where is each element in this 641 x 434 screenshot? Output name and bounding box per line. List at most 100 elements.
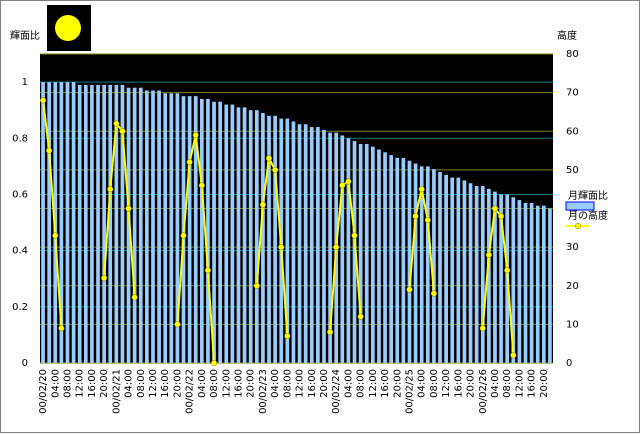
y2-tick-label: 70: [566, 88, 579, 99]
bar: [309, 127, 314, 363]
altitude-marker: [101, 274, 108, 282]
x-tick-label: 16:00: [453, 369, 464, 398]
x-tick-label: 12:00: [221, 369, 232, 398]
altitude-marker: [485, 251, 492, 258]
altitude-line: [255, 155, 289, 337]
altitude-marker: [327, 329, 334, 336]
altitude-marker: [211, 359, 218, 367]
altitude-marker: [180, 232, 187, 239]
x-tick-label: 20:00: [392, 369, 403, 398]
bar: [407, 160, 412, 363]
bar: [108, 84, 113, 364]
bar: [96, 84, 100, 364]
altitude-marker: [58, 325, 65, 332]
bar: [316, 127, 320, 363]
bar: [517, 200, 522, 363]
x-tick-label: 16:00: [307, 369, 318, 398]
bar: [291, 121, 296, 363]
bar: [450, 177, 455, 363]
moon-icon: [55, 15, 81, 41]
x-tick-label: 20:00: [466, 369, 477, 398]
altitude-line: [329, 179, 362, 333]
y2-tick-label: 50: [566, 165, 579, 176]
bar: [224, 104, 229, 364]
x-tick-label: 04:00: [343, 369, 354, 398]
altitude-marker: [253, 282, 260, 289]
bar: [542, 205, 546, 363]
altitude-marker: [498, 213, 505, 220]
bar: [364, 143, 369, 363]
x-tick-label: 20:00: [246, 369, 257, 398]
bar: [401, 157, 406, 363]
x-tick-label: 04:00: [270, 369, 281, 398]
bar: [267, 115, 271, 363]
altitude-marker: [278, 244, 285, 251]
bar: [83, 84, 88, 364]
bar: [218, 101, 222, 363]
bar: [132, 87, 137, 363]
y-tick-label: 0.6: [12, 189, 28, 200]
x-tick-label: 08:00: [209, 369, 220, 398]
x-tick-label: 00/02/24: [331, 369, 342, 414]
bar: [499, 194, 503, 363]
altitude-marker: [430, 290, 437, 297]
bar: [340, 135, 345, 363]
altitude-marker: [198, 182, 205, 189]
bar: [352, 141, 357, 363]
bar: [425, 166, 430, 363]
bar: [169, 93, 174, 363]
bar: [297, 124, 302, 364]
bar: [395, 157, 400, 363]
altitude-line: [481, 206, 515, 356]
bar: [102, 84, 106, 364]
bar: [254, 110, 259, 363]
bar: [328, 132, 332, 363]
x-tick-label: 04:00: [197, 369, 208, 398]
altitude-marker: [357, 313, 364, 320]
x-tick-label: 08:00: [136, 369, 147, 398]
bar: [273, 115, 277, 363]
bar: [511, 197, 516, 363]
legend-marker: [574, 222, 582, 230]
altitude-marker: [125, 205, 132, 212]
altitude-marker: [424, 217, 431, 224]
legend-label: 月輝面比: [568, 190, 608, 202]
bar: [41, 82, 45, 363]
bar: [529, 202, 534, 363]
bar: [389, 155, 393, 363]
altitude-marker: [192, 132, 199, 139]
bar: [383, 152, 387, 363]
altitude-marker: [284, 332, 291, 340]
x-tick-label: 16:00: [233, 369, 244, 398]
bar: [114, 84, 119, 364]
x-tick-label: 08:00: [502, 369, 513, 398]
x-tick-label: 00/02/26: [478, 369, 489, 414]
x-tick-label: 00/02/21: [111, 369, 122, 414]
bar: [456, 177, 461, 363]
bar: [236, 107, 241, 363]
bar: [548, 208, 552, 363]
x-tick-label: 04:00: [124, 369, 135, 398]
altitude-marker: [259, 201, 266, 208]
bar: [493, 191, 497, 363]
x-tick-label: 04:00: [490, 369, 501, 398]
bar: [145, 90, 149, 363]
y-tick-label: 0.2: [12, 302, 28, 313]
x-tick-label: 12:00: [295, 369, 306, 398]
bar: [523, 202, 528, 363]
y-tick-label: 0: [22, 358, 28, 369]
legend-swatch: [565, 201, 595, 211]
x-tick-label: 00/02/25: [404, 369, 415, 414]
altitude-marker: [204, 267, 211, 274]
altitude-line: [103, 120, 136, 298]
bar: [377, 149, 381, 363]
bar: [432, 169, 436, 363]
x-tick-label: 08:00: [62, 369, 73, 398]
bar: [468, 183, 473, 363]
altitude-marker: [333, 244, 340, 251]
bar: [419, 166, 424, 363]
altitude-marker: [491, 205, 499, 212]
x-tick-label: 12:00: [441, 369, 452, 398]
